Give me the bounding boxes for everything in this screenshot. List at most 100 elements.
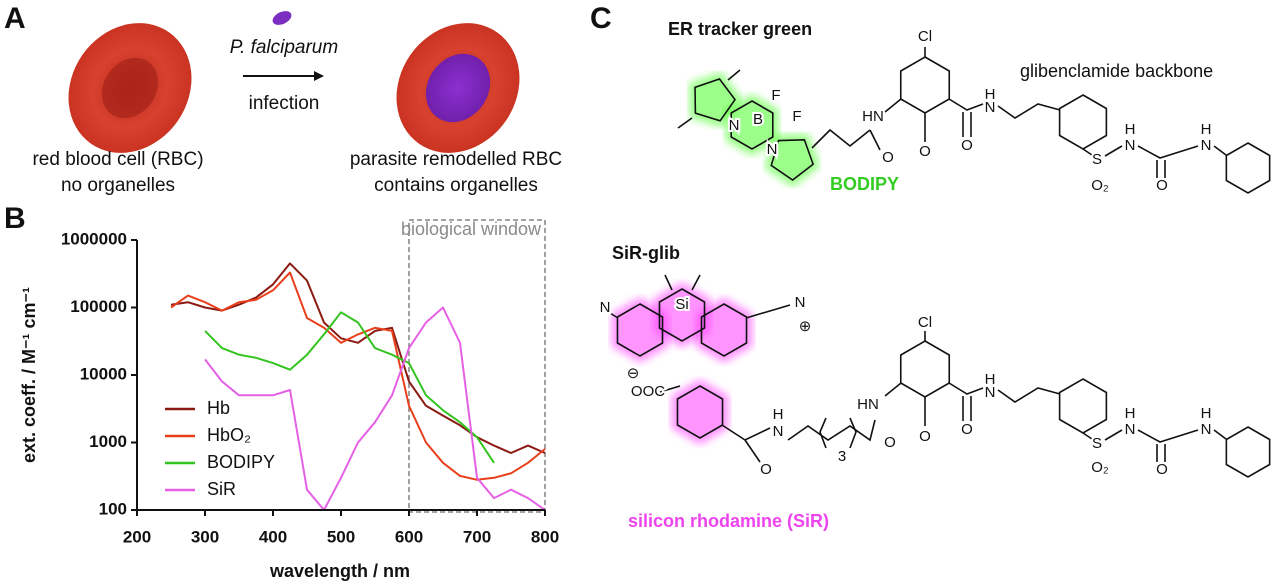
atom-label: H <box>985 371 996 388</box>
ring <box>1058 94 1108 150</box>
atom-label: N <box>985 99 996 116</box>
x-tick-label: 300 <box>191 527 219 546</box>
bond <box>849 417 857 449</box>
bond <box>1137 429 1199 443</box>
window-box <box>408 219 546 513</box>
panel-label: A <box>4 2 26 35</box>
bond <box>869 129 881 151</box>
bond <box>727 69 741 81</box>
x-tick-label: 700 <box>463 527 491 546</box>
atom-label: O₂ <box>1091 459 1109 476</box>
bond <box>787 419 876 442</box>
atom-label: O <box>884 434 896 451</box>
atom-label: O <box>760 461 772 478</box>
arrow-label: infection <box>249 93 320 114</box>
bond <box>1213 429 1227 440</box>
atom-label: H <box>1201 121 1212 138</box>
series-line <box>170 262 546 454</box>
atom-label: O₂ <box>1091 177 1109 194</box>
x-tick-label: 600 <box>395 527 423 546</box>
glow <box>671 379 729 445</box>
atom-label: O <box>882 149 894 166</box>
backbone-label: glibenclamide backbone <box>1020 61 1213 81</box>
ring <box>899 340 951 398</box>
atom-label: HN <box>857 396 879 413</box>
ring <box>658 288 706 342</box>
bond <box>1082 148 1093 156</box>
dye-label: BODIPY <box>830 174 899 194</box>
bond <box>997 387 1061 403</box>
ring <box>730 100 774 150</box>
bond <box>1137 145 1199 159</box>
atom-label: H <box>1125 405 1136 422</box>
glow <box>695 297 753 363</box>
atom-label: N <box>729 117 740 134</box>
caption: contains organelles <box>374 175 538 196</box>
atom-label: H <box>773 406 784 423</box>
atom-label: N <box>985 384 996 401</box>
bond <box>997 103 1061 119</box>
atom-label: S <box>1092 435 1102 452</box>
bond <box>664 274 673 291</box>
atom-label: N <box>767 141 778 158</box>
window-label: biological window <box>401 219 542 239</box>
bond <box>745 304 791 319</box>
atom-label: N <box>1201 137 1212 154</box>
atom-label: N <box>1125 421 1136 438</box>
y-tick-label: 100 <box>99 499 127 518</box>
parasite-name: P. falciparum <box>230 37 338 58</box>
bond <box>604 309 619 319</box>
atom-label: N <box>600 299 611 316</box>
series-line <box>204 311 495 464</box>
legend-label: Hb <box>207 398 230 418</box>
atom-label: S <box>1092 151 1102 168</box>
atom-label: F <box>771 87 780 104</box>
bond <box>1213 145 1227 156</box>
x-axis-label: wavelength / nm <box>269 561 410 581</box>
bond <box>1104 429 1123 441</box>
ring <box>770 139 815 181</box>
atom-label: ⊕ <box>799 318 812 335</box>
ring <box>694 78 736 122</box>
atom-label: N <box>773 423 784 440</box>
atom-label: 3 <box>838 448 846 465</box>
atom-label: O <box>961 421 973 438</box>
legend-label: SiR <box>207 479 236 499</box>
caption: red blood cell (RBC) <box>32 149 203 170</box>
bond <box>819 417 827 449</box>
legend-label: HbO₂ <box>207 425 251 445</box>
atom-label: OOC <box>631 383 665 400</box>
bond <box>884 382 902 397</box>
bond <box>948 98 984 111</box>
series-line <box>204 306 546 511</box>
y-tick-label: 1000000 <box>61 229 127 248</box>
atom-label: O <box>919 143 931 160</box>
y-axis-label: ext. coeff. / M⁻¹ cm⁻¹ <box>19 287 39 463</box>
atom-label: Cl <box>918 28 932 45</box>
bond <box>884 98 902 113</box>
panel-label: C <box>590 2 612 35</box>
atom-label: O <box>919 428 931 445</box>
y-tick-label: 10000 <box>80 364 127 383</box>
bond <box>948 382 984 395</box>
x-tick-label: 500 <box>327 527 355 546</box>
x-tick-label: 200 <box>123 527 151 546</box>
bond <box>1082 432 1093 440</box>
panel-label: B <box>4 202 26 235</box>
x-tick-label: 400 <box>259 527 287 546</box>
atom-label: Si <box>675 296 688 313</box>
atom-label: HN <box>862 108 884 125</box>
dye-label: silicon rhodamine (SiR) <box>628 511 829 531</box>
ring <box>1058 378 1108 434</box>
bond <box>1104 145 1123 157</box>
atom-label: O <box>1156 177 1168 194</box>
ring <box>1225 142 1271 194</box>
series-line <box>170 271 546 481</box>
atom-label: N <box>1125 137 1136 154</box>
atom-label: O <box>961 137 973 154</box>
bond <box>659 385 681 393</box>
parasite-inside <box>425 53 491 123</box>
